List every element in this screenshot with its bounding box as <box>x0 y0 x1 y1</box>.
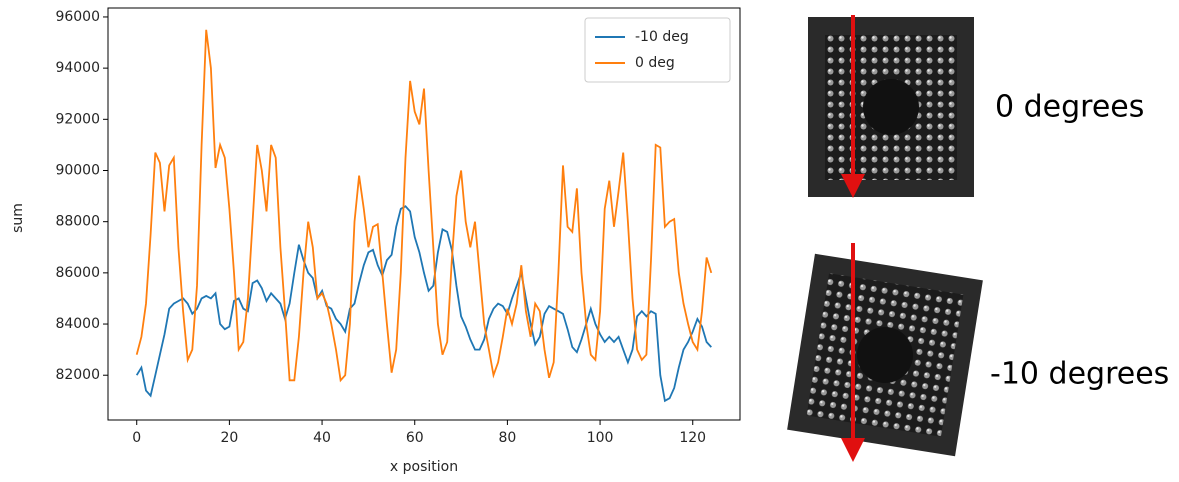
legend-label: -10 deg <box>635 29 689 45</box>
photo-0deg <box>808 15 974 198</box>
x-tick-label: 0 <box>132 430 141 446</box>
x-tick-label: 60 <box>406 430 424 446</box>
y-tick-label: 96000 <box>55 9 100 25</box>
y-tick-label: 82000 <box>55 367 100 383</box>
x-tick-label: 80 <box>498 430 516 446</box>
y-tick-label: 94000 <box>55 60 100 76</box>
legend-label: 0 deg <box>635 55 675 71</box>
y-tick-label: 88000 <box>55 214 100 230</box>
plot-frame <box>107 7 741 421</box>
x-tick-label: 20 <box>220 430 238 446</box>
line <box>135 205 712 403</box>
y-tick-label: 84000 <box>55 316 100 332</box>
y-tick-label: 86000 <box>55 265 100 281</box>
line <box>135 29 713 383</box>
legend-box <box>584 17 731 83</box>
photo-minus10deg <box>787 253 983 457</box>
x-tick-label: 120 <box>679 430 706 446</box>
y-tick-label: 92000 <box>55 111 100 127</box>
y-tick-label: 90000 <box>55 162 100 178</box>
y-axis-label: sum <box>10 203 26 233</box>
x-tick-label: 100 <box>587 430 614 446</box>
annotation: -10 degrees <box>990 357 1169 392</box>
x-axis-label: x position <box>390 459 458 475</box>
annotation: 0 degrees <box>995 90 1144 125</box>
x-tick-label: 40 <box>313 430 331 446</box>
